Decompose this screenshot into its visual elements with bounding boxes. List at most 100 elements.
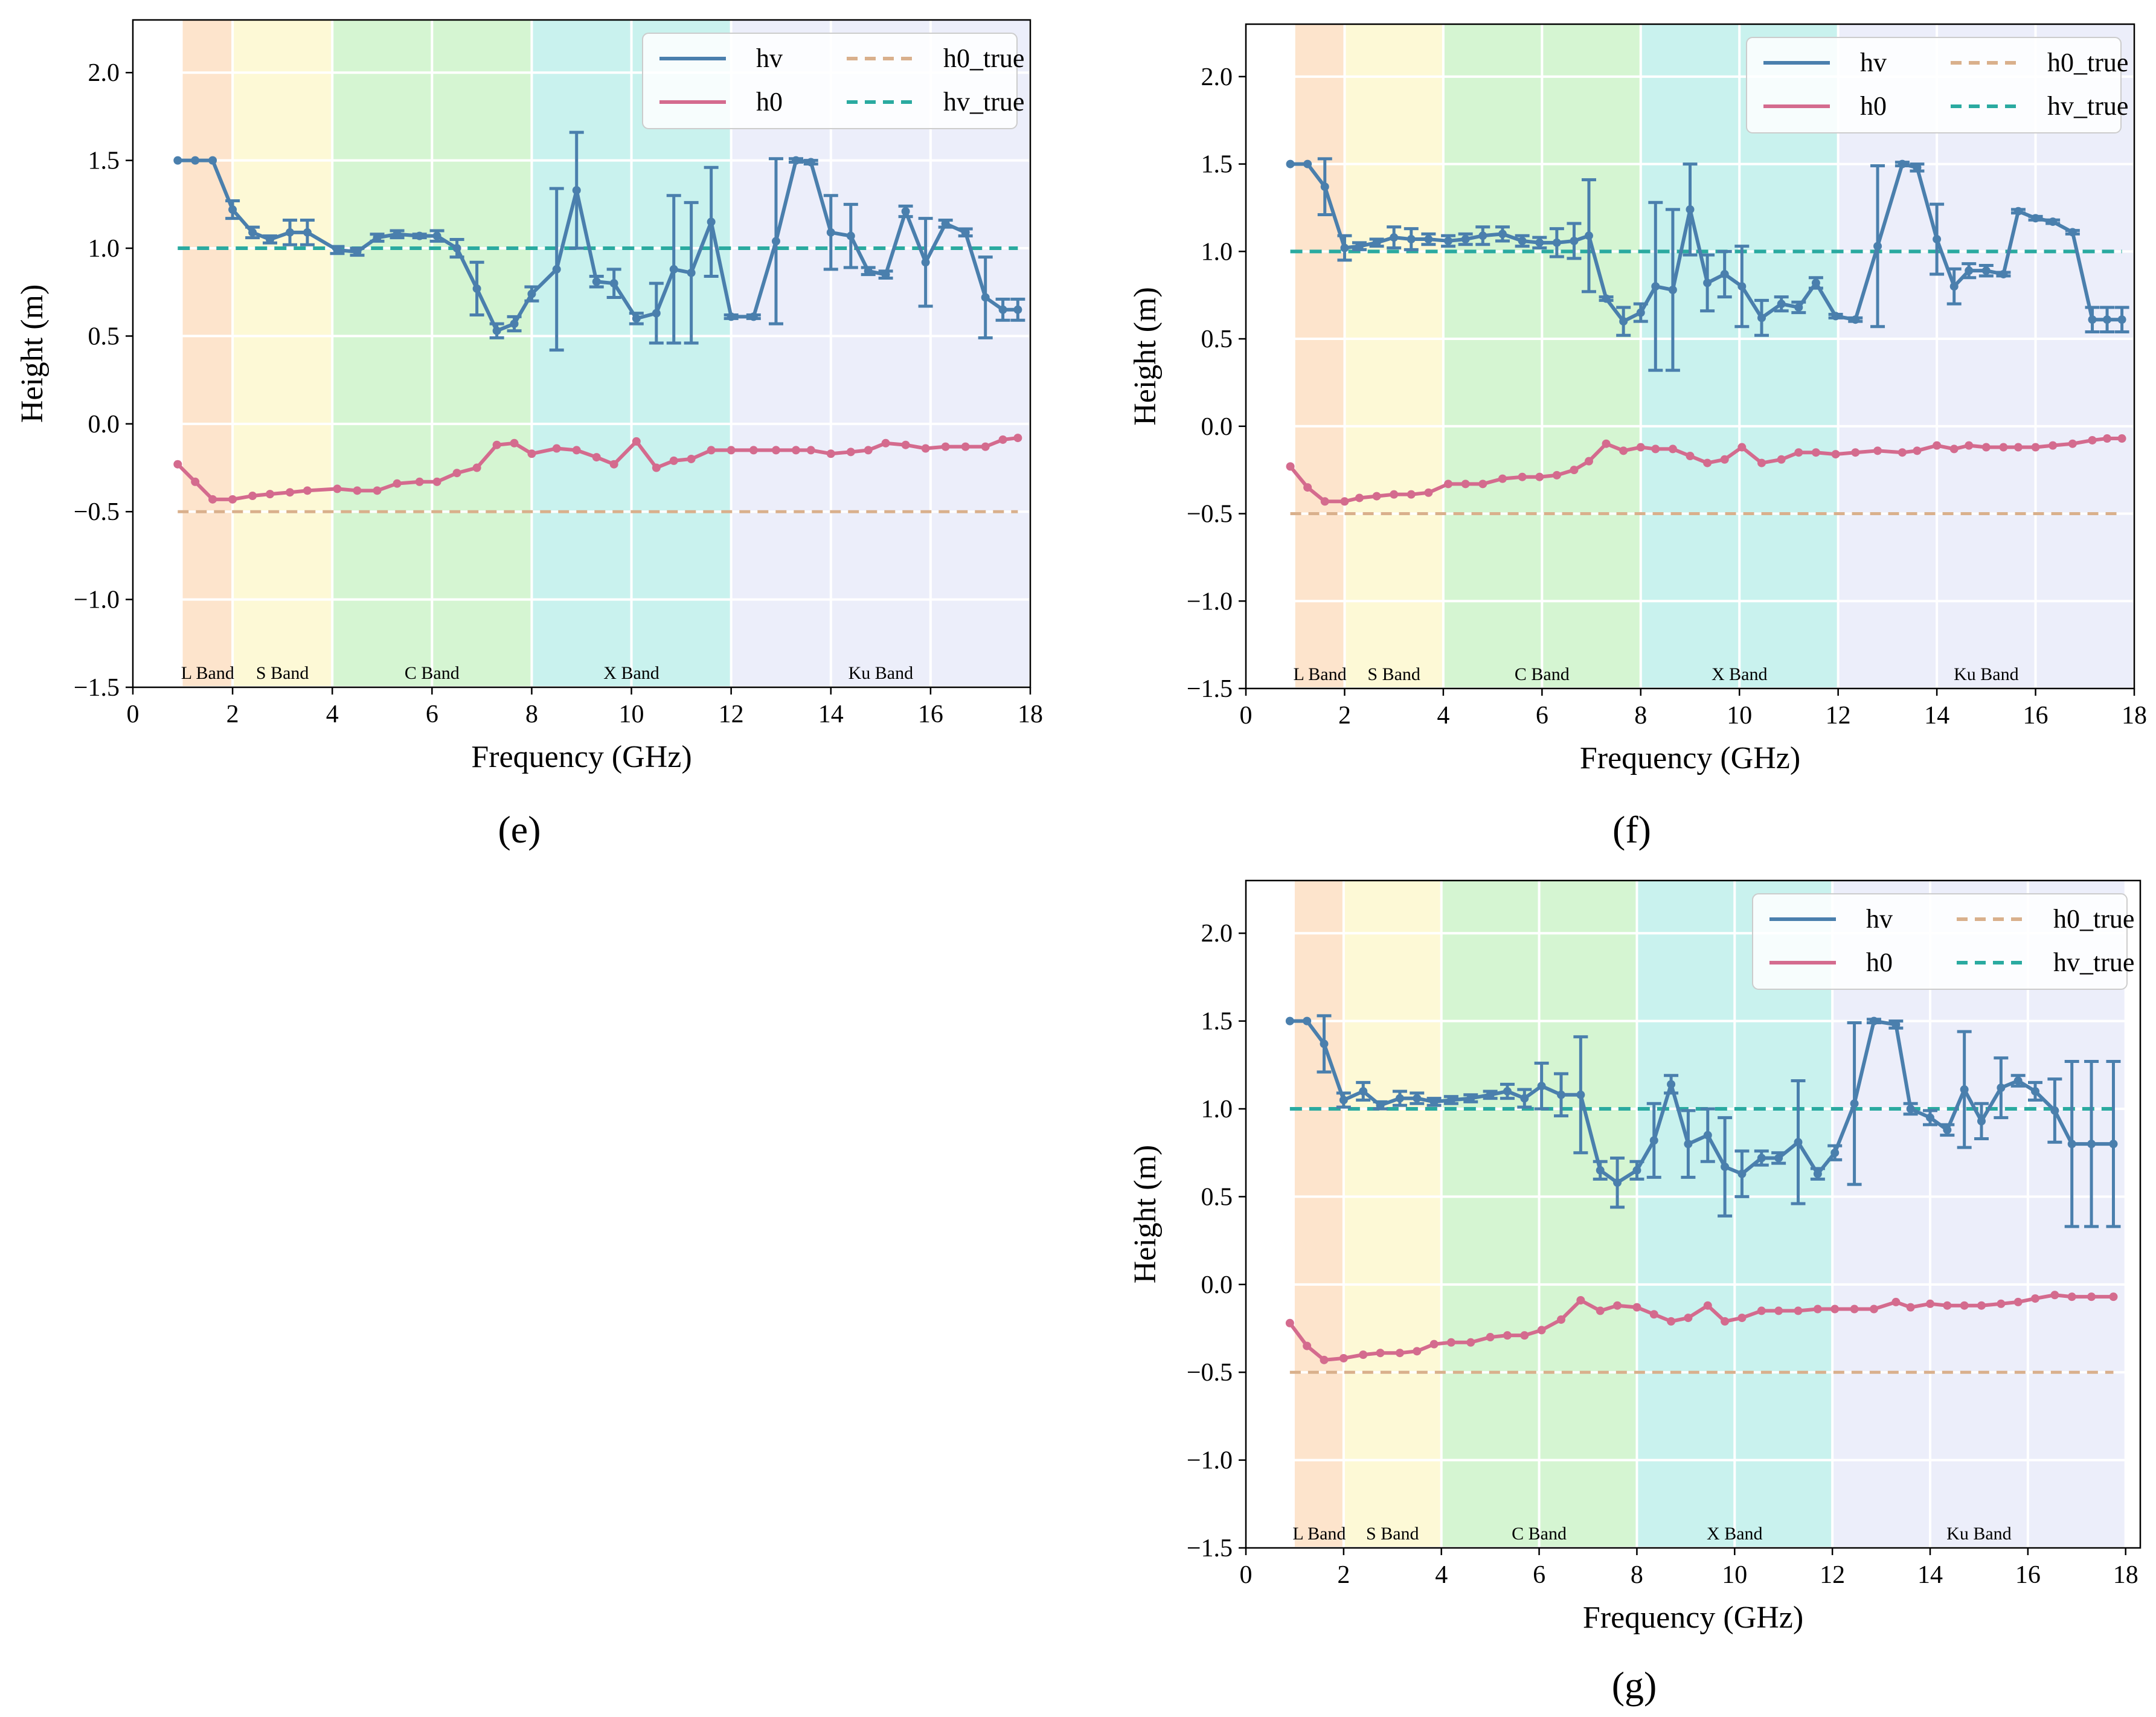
data-point-h0 [1721,1317,1730,1326]
y-tick-label: 1.0 [1201,1096,1233,1123]
data-point-h0 [1537,1326,1546,1335]
data-point-hv [1395,1094,1404,1103]
band-label: X Band [1707,1524,1763,1544]
data-point-h0 [1737,443,1747,452]
y-tick-label: −1.5 [1187,675,1233,703]
data-point-hv [2050,1106,2059,1115]
data-point-h0 [1320,1355,1329,1364]
data-point-h0 [208,495,217,504]
y-tick-label: −1.0 [1187,588,1233,615]
data-point-h0 [2031,1294,2040,1303]
data-point-hv [1570,236,1579,245]
x-tick-label: 14 [1924,702,1949,730]
data-point-h0 [921,444,930,453]
band-label: Ku Band [1946,1524,2012,1544]
data-point-hv [1444,236,1453,245]
y-tick-label: −0.5 [1187,1359,1233,1387]
band-region-ku-band [1838,24,2134,688]
data-point-h0 [1703,458,1712,467]
data-point-h0 [286,488,295,497]
x-tick-label: 8 [1634,702,1647,730]
data-point-hv [1869,1016,1878,1025]
data-point-h0 [1850,1305,1859,1314]
data-point-h0 [1943,1301,1952,1310]
data-point-h0 [609,460,618,469]
data-point-hv [707,217,716,226]
data-point-h0 [1535,472,1544,481]
data-point-h0 [1668,444,1677,454]
data-point-hv [1703,278,1712,287]
data-point-h0 [572,446,581,455]
legend-label-hv_true: hv_true [2053,948,2134,977]
data-point-h0 [1303,483,1312,492]
data-point-h0 [1339,1353,1348,1362]
y-tick-label: 1.5 [88,147,120,175]
data-point-h0 [1444,480,1453,489]
y-tick-label: 0.5 [88,323,120,350]
data-point-hv [1891,1020,1901,1029]
x-tick-label: 16 [2023,702,2049,730]
data-point-hv [1667,1080,1676,1089]
data-point-h0 [2049,441,2058,450]
data-point-h0 [632,437,641,446]
data-point-hv [1285,1016,1294,1025]
data-point-h0 [191,477,200,486]
data-point-h0 [1552,470,1561,480]
legend-box [1746,37,2122,133]
data-point-hv [1906,1105,1915,1114]
band-region-ku-band [731,20,1030,687]
data-point-h0 [998,435,1007,444]
data-point-hv [1651,282,1660,291]
data-point-hv [1850,1099,1859,1108]
y-tick-label: 1.0 [1201,238,1233,266]
data-point-h0 [864,446,873,455]
legend-label-hv: hv [1860,48,1887,77]
y-tick-label: −0.5 [74,498,120,526]
data-point-h0 [1466,1338,1475,1347]
data-point-hv [1813,1169,1822,1178]
data-point-hv [1873,242,1882,251]
data-point-h0 [1636,443,1645,452]
data-point-h0 [881,438,890,448]
data-point-hv [826,228,835,237]
data-point-hv [1286,159,1295,168]
chart-panel-f: L Band S Band C Band X Band Ku Band 0 2 4 6 8 10 12… [1128,23,2147,851]
data-point-hv [2013,1076,2023,1085]
data-point-h0 [1686,452,1695,460]
data-point-hv [286,228,295,237]
x-axis-label: Frequency (GHz) [471,740,691,774]
data-point-h0 [592,453,601,462]
data-point-hv [353,247,362,256]
band-label: X Band [603,663,659,683]
data-point-h0 [1933,441,1942,450]
data-point-h0 [1619,446,1628,455]
data-point-hv [1981,266,1991,275]
data-point-h0 [1320,497,1329,506]
legend: hv h0 h0_true hv_true [1752,893,2134,990]
data-point-hv [1851,315,1860,324]
data-point-h0 [2031,443,2040,452]
data-point-hv [609,279,618,288]
chart-panel-e: L Band S Band C Band X Band Ku Band 0 2 4 6 8 10 12… [15,19,1043,851]
data-point-h0 [1576,1295,1585,1305]
band-region-s-band [233,20,333,687]
data-point-h0 [2013,443,2023,452]
data-point-h0 [2103,434,2112,443]
band-label: Ku Band [849,663,914,683]
data-point-hv [1794,303,1803,312]
data-point-h0 [2109,1292,2118,1301]
data-point-hv [1320,1039,1329,1048]
x-tick-label: 12 [1826,702,1851,730]
legend: hv h0 h0_true hv_true [1746,37,2128,133]
band-label: S Band [1366,1524,1419,1544]
data-point-hv [333,245,342,254]
data-point-hv [472,284,481,293]
data-point-hv [552,265,561,274]
x-tick-label: 2 [1338,702,1351,730]
data-point-hv [981,293,990,302]
x-tick-label: 12 [1820,1561,1845,1589]
band-label: C Band [1512,1524,1567,1544]
data-point-hv [228,205,237,214]
data-point-h0 [1478,480,1487,489]
data-point-h0 [1960,1301,1969,1310]
